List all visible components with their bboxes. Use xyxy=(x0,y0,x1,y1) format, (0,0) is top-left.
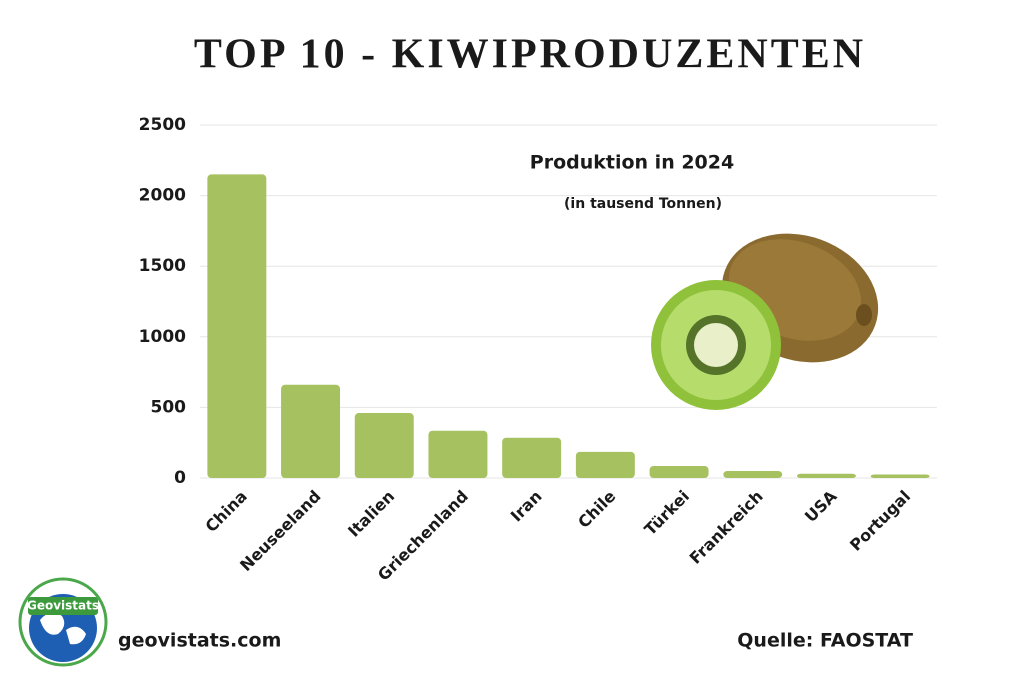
bar xyxy=(502,437,562,478)
kiwi-illustration xyxy=(651,233,879,410)
logo-text: Geovistats xyxy=(27,599,99,613)
unit-note: (in tausend Tonnen) xyxy=(564,196,722,212)
y-tick-label: 2000 xyxy=(139,186,186,206)
y-tick-label: 1500 xyxy=(139,256,186,276)
bar xyxy=(281,384,341,478)
subtitle: Produktion in 2024 xyxy=(530,152,734,174)
bar xyxy=(870,474,930,478)
bar xyxy=(649,465,709,478)
bar xyxy=(207,174,267,479)
chart-title: TOP 10 - KIWIPRODUZENTEN xyxy=(194,32,866,78)
bar xyxy=(428,430,488,478)
website: geovistats.com xyxy=(118,630,281,652)
bar xyxy=(354,413,414,478)
bar xyxy=(796,473,856,478)
y-tick-label: 2500 xyxy=(139,115,186,135)
y-tick-label: 1000 xyxy=(139,327,186,347)
bar xyxy=(723,470,783,478)
logo: Geovistats xyxy=(18,577,108,667)
y-tick-label: 500 xyxy=(151,397,187,417)
bar xyxy=(575,451,635,478)
source: Quelle: FAOSTAT xyxy=(737,630,913,652)
y-tick-label: 0 xyxy=(174,468,186,488)
